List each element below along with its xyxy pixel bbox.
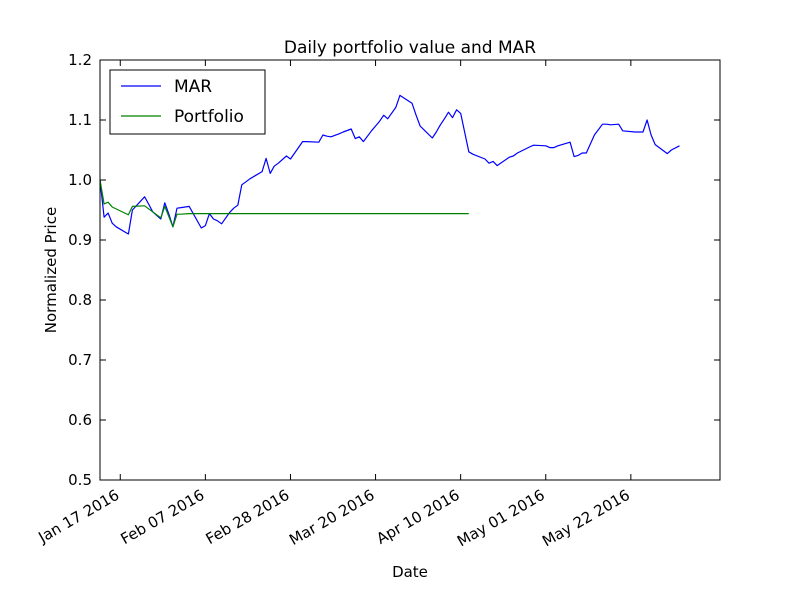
plot-frame	[99, 59, 721, 481]
y-tick-label: 0.7	[68, 351, 92, 369]
series-layer	[99, 94, 680, 235]
x-tick-label: Feb 28 2016	[203, 486, 293, 548]
chart-title: Daily portfolio value and MAR	[284, 38, 536, 58]
y-tick-label: 0.9	[68, 231, 92, 249]
y-axis-label: Normalized Price	[42, 207, 60, 333]
x-tick-label: Apr 10 2016	[373, 486, 462, 548]
y-tick-label: 0.5	[68, 471, 92, 489]
y-tick-label: 0.8	[68, 291, 92, 309]
x-tick-label: May 22 2016	[539, 486, 633, 550]
legend-box	[109, 69, 266, 135]
x-axis-label: Date	[392, 563, 428, 581]
y-tick-label: 1.0	[68, 171, 92, 189]
y-tick-label: 1.1	[68, 111, 92, 129]
x-tick-label: Feb 07 2016	[118, 486, 208, 548]
x-tick-label: May 01 2016	[454, 486, 548, 550]
x-tick-label: Mar 20 2016	[286, 486, 377, 549]
y-tick-label: 1.2	[68, 51, 92, 69]
y-tick-label: 0.6	[68, 411, 92, 429]
series-line-mar	[99, 94, 680, 235]
series-line-portfolio	[99, 179, 469, 228]
legend: MAR Portfolio	[109, 69, 266, 135]
legend-label-mar: MAR	[174, 77, 212, 97]
legend-label-portfolio: Portfolio	[174, 107, 244, 127]
x-tick-label: Jan 17 2016	[35, 486, 123, 547]
